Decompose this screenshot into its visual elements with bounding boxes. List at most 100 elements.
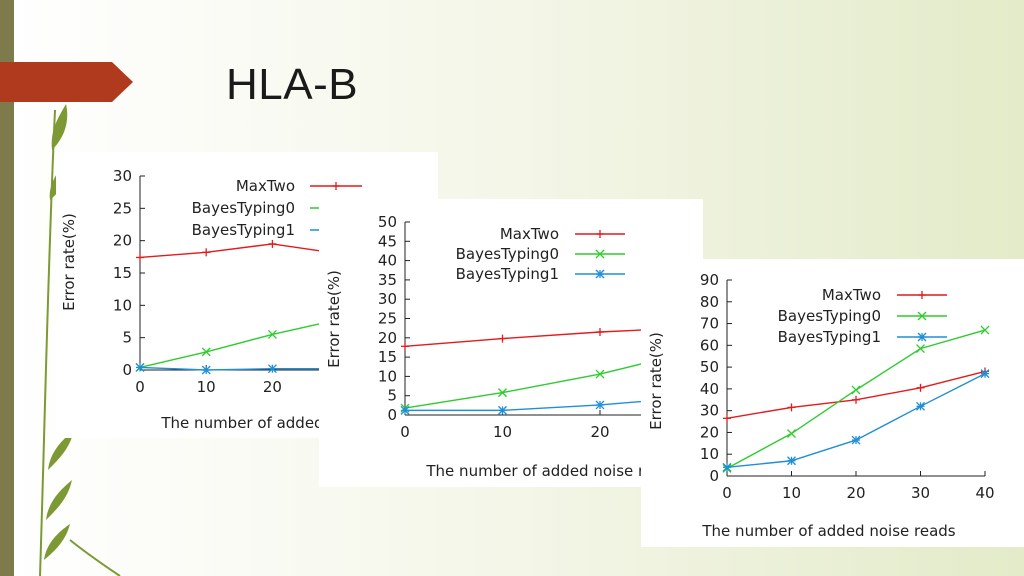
data-point-d2 [851, 385, 861, 395]
data-point [400, 405, 410, 415]
legend-marker [917, 332, 927, 342]
y-tick-label: 20 [378, 329, 397, 347]
y-axis-label: Error rate(%) [60, 213, 78, 311]
data-point-d2 [267, 329, 277, 339]
data-point [916, 383, 925, 392]
y-tick-label: 10 [700, 445, 719, 463]
data-point-d2 [400, 405, 410, 415]
x-tick-label: 0 [722, 484, 732, 502]
chart-panel-2: 05101520253035404550010203040The number … [319, 199, 703, 487]
x-tick-label: 20 [846, 484, 865, 502]
legend-marker-d2 [917, 311, 927, 321]
legend-marker [332, 182, 340, 190]
x-tick-label: 10 [493, 423, 512, 441]
legend-label: MaxTwo [822, 286, 881, 304]
y-tick-label: 20 [700, 423, 719, 441]
left-stripe [0, 0, 14, 576]
data-point-d2 [267, 364, 277, 374]
y-tick-label: 10 [113, 296, 132, 314]
data-point [136, 253, 144, 262]
x-axis-label: The number of added noise reads [425, 462, 679, 480]
y-tick-label: 30 [700, 402, 719, 420]
data-point [202, 248, 211, 257]
data-point-d2 [787, 456, 796, 466]
y-tick-label: 50 [700, 358, 719, 376]
data-point [852, 395, 860, 404]
legend-marker-d2 [595, 249, 605, 259]
data-point-d2 [498, 405, 507, 415]
x-tick-label: 0 [400, 423, 410, 441]
data-point-d2 [498, 388, 507, 398]
y-tick-label: 90 [700, 271, 719, 289]
data-point [596, 328, 604, 337]
y-axis-label: Error rate(%) [647, 332, 665, 430]
y-tick-label: 70 [700, 315, 719, 333]
data-point-d2 [851, 435, 861, 445]
y-tick-label: 5 [122, 329, 132, 347]
y-tick-label: 0 [122, 361, 132, 379]
x-tick-label: 10 [197, 378, 216, 396]
series-line [726, 373, 986, 468]
legend-label: MaxTwo [500, 225, 559, 243]
y-tick-label: 30 [113, 167, 132, 185]
legend-marker-d2 [917, 332, 927, 342]
data-point-d2 [980, 325, 990, 335]
y-tick-label: 30 [378, 290, 397, 308]
data-point [980, 325, 990, 335]
x-tick-label: 20 [263, 378, 282, 396]
legend-marker [595, 269, 605, 279]
chart-panel-3: 0 10 20 30 40 50 60 70 80 90 0 10 20 30 40 The number o… [641, 259, 1024, 547]
data-point-d2 [595, 400, 605, 410]
y-axis-label: Error rate(%) [325, 270, 343, 368]
x-axis-label: The number of added noise reads [701, 522, 955, 540]
legend-label: BayesTyping1 [192, 221, 295, 239]
data-point-d2 [201, 365, 211, 375]
data-point [498, 405, 507, 415]
legend-label: BayesTyping0 [192, 199, 295, 217]
data-point [401, 342, 409, 351]
data-point-d2 [135, 362, 145, 372]
legend-marker-d2 [595, 269, 605, 279]
data-point-d2 [722, 462, 732, 472]
y-tick-label: 40 [378, 252, 397, 270]
y-tick-label: 35 [378, 271, 397, 289]
legend-label: BayesTyping1 [456, 265, 559, 283]
data-point [498, 388, 507, 398]
y-tick-label: 25 [378, 310, 397, 328]
y-tick-label: 80 [700, 293, 719, 311]
y-tick-label: 25 [113, 199, 132, 217]
series-line [726, 370, 986, 419]
data-point-d2 [916, 344, 925, 354]
data-point [916, 344, 925, 354]
y-tick-label: 15 [113, 264, 132, 282]
data-point [722, 462, 732, 472]
y-tick-label: 20 [113, 232, 132, 250]
data-point [267, 329, 277, 339]
y-tick-label: 50 [378, 213, 397, 231]
x-tick-label: 30 [911, 484, 930, 502]
legend-marker [595, 249, 605, 259]
data-point-d2 [916, 401, 925, 411]
slide-title: HLA-B [226, 60, 359, 109]
chart-3-svg: 0 10 20 30 40 50 60 70 80 90 0 10 20 30 40 The number o… [647, 271, 995, 540]
data-point [268, 239, 277, 248]
data-point-d2 [201, 347, 211, 357]
data-point-d2 [980, 369, 990, 379]
legend-label: BayesTyping0 [456, 245, 559, 263]
legend-label: MaxTwo [236, 177, 295, 195]
y-tick-label: 0 [387, 406, 397, 424]
x-tick-label: 20 [590, 423, 609, 441]
chart-2-svg: 05101520253035404550010203040The number … [325, 213, 703, 480]
legend-marker [918, 291, 926, 299]
data-point [787, 403, 796, 412]
x-tick-label: 40 [975, 484, 994, 502]
series-BayesTyping1 [722, 369, 990, 472]
y-tick-label: 10 [378, 367, 397, 385]
data-point-d2 [595, 369, 605, 379]
data-point [595, 369, 605, 379]
title-arrow-accent [0, 62, 133, 102]
data-point [980, 369, 990, 379]
data-point [787, 429, 796, 438]
data-point [723, 414, 731, 423]
x-tick-label: 10 [782, 484, 801, 502]
